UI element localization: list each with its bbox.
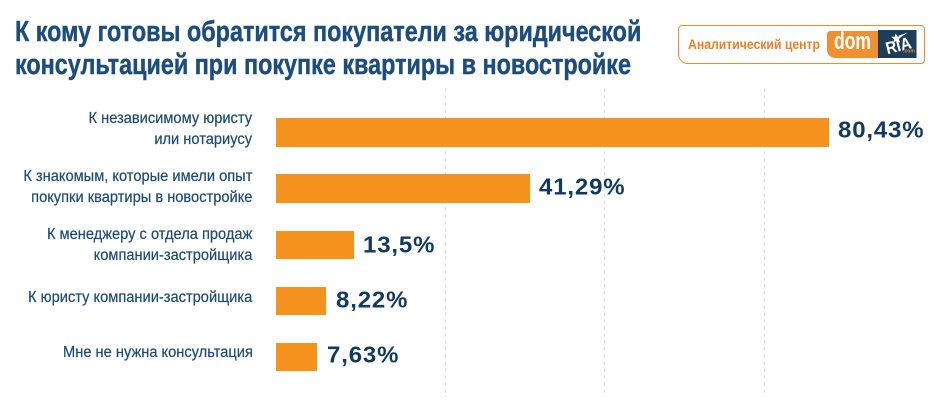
- svg-text:.com: .com: [903, 48, 915, 54]
- svg-text:RIA: RIA: [884, 34, 914, 57]
